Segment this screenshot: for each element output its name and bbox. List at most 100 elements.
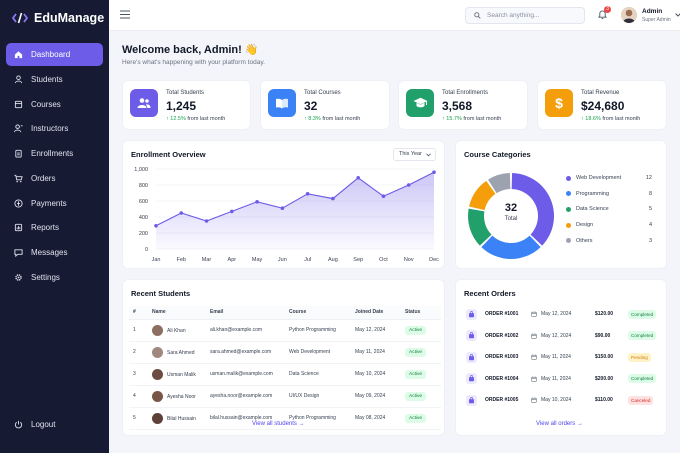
sidebar-item-label: Instructors [31,124,69,134]
student-name: Sara Ahmed [167,349,195,356]
legend-item: Others 3 [566,238,652,244]
avatar [152,324,163,336]
order-row[interactable]: ORDER #1004 May 11, 2024 $200.00 Completed [466,368,659,390]
order-status-badge: Pending [628,352,651,362]
data-point [331,196,335,201]
stat-change-value: ↑ 12.5% [166,116,186,122]
status-badge: Active [405,369,427,379]
table-row[interactable]: 3 Usman Malik usman.malik@example.com Data … [129,363,441,386]
sidebar-item-instructors[interactable]: Instructors [6,117,103,140]
search-input[interactable]: Search anything... [465,7,585,24]
brand[interactable]: EduManage [12,11,104,25]
data-point [406,183,411,187]
shopping-bag-icon [466,351,477,363]
student-email: usman.malik@example.com [206,363,285,386]
sidebar-item-enrollments[interactable]: Enrollments [6,142,103,165]
chat-icon [14,249,23,257]
student-course: Python Programming [285,407,351,430]
data-point [255,200,259,204]
sidebar-item-orders[interactable]: Orders [6,167,103,190]
chevron-down-icon[interactable] [675,13,680,17]
table-row[interactable]: 2 Sara Ahmed sara.ahmed@example.com Web Dev… [129,341,441,364]
page-title: Welcome back, Admin! 👋 [122,44,259,56]
student-name-cell: Ayesha Noor [148,385,206,408]
donut-slice [511,173,554,246]
legend-dot [566,238,571,244]
status-cell: Active [401,363,441,386]
hamburger-menu-icon[interactable] [120,10,130,19]
card-title: Recent Orders [464,289,516,298]
stat-card-students: Total Students 1,245 ↑ 12.5% from last m… [122,80,251,130]
legend-label: Others [576,237,593,244]
y-tick-label: 400 [139,215,148,221]
sidebar-item-settings[interactable]: Settings [6,266,103,289]
joined-date: May 12, 2024 [351,319,401,342]
logout-button[interactable]: Logout [14,420,55,429]
order-amount: $200.00 [595,375,614,382]
avatar [152,412,163,424]
joined-date: May 10, 2024 [351,363,401,386]
status-cell: Active [401,341,441,364]
period-select[interactable]: This Year [393,148,436,161]
column-header: Email [206,306,285,320]
sidebar-item-label: Settings [31,272,60,282]
data-point [305,192,310,196]
joined-date: May 09, 2024 [351,385,401,408]
sidebar-item-label: Enrollments [31,149,74,158]
legend-item: Design 4 [566,222,652,228]
stat-change-suffix: from last month [322,116,361,122]
sidebar-item-students[interactable]: Students [6,68,103,91]
row-number: 2 [129,341,148,364]
table-row[interactable]: 4 Ayesha Noor ayesha.noor@example.com UI/UX… [129,385,441,408]
order-row[interactable]: ORDER #1001 May 12, 2024 $120.00 Completed [466,303,659,325]
stat-value: $24,680 [581,99,625,113]
order-id: ORDER #1001 [485,311,519,317]
donut-total-value: 32 [504,202,518,214]
table-row[interactable]: 5 Bilal Hussain bilal.hussain@example.com P… [129,407,441,430]
sidebar-item-payments[interactable]: Payments [6,192,103,215]
gear-icon [15,274,22,281]
sidebar-item-reports[interactable]: Reports [6,216,103,239]
search-icon [474,12,481,19]
sidebar-item-messages[interactable]: Messages [6,241,103,264]
view-all-students-link[interactable]: View all students → [252,421,305,427]
legend-dot [566,191,571,197]
page-subtitle: Here's what's happening with your platfo… [122,59,265,66]
search-placeholder: Search anything... [487,12,540,19]
status-cell: Active [401,385,441,408]
shopping-bag-icon [466,308,477,320]
order-row[interactable]: ORDER #1003 May 11, 2024 $150.00 Pending [466,346,659,368]
area-fill [156,172,434,249]
stat-value: 1,245 [166,99,197,113]
order-row[interactable]: ORDER #1002 May 12, 2024 $90.00 Completed [466,325,659,347]
legend-label: Data Science [576,206,609,213]
student-email: sara.ahmed@example.com [206,341,285,364]
order-id: ORDER #1003 [485,354,519,361]
student-course: UI/UX Design [285,385,351,408]
order-status-badge: Completed [628,309,657,319]
data-point [432,170,436,174]
order-amount: $90.00 [595,332,611,339]
sidebar-item-courses[interactable]: Courses [6,93,103,116]
row-number: 5 [129,407,148,430]
legend-value: 8 [648,190,652,197]
order-id: ORDER #1002 [485,332,519,339]
x-tick-label: Jul [304,257,311,263]
sidebar-item-dashboard[interactable]: Dashboard [6,43,103,66]
order-row[interactable]: ORDER #1005 May 10, 2024 $110.00 Canceled [466,389,659,411]
table-header-row: # Name Email Course Joined Date Status [129,306,441,320]
open-book-icon [268,89,296,117]
enrollment-overview-card: Enrollment Overview This Year 0 200 400 600… [122,140,445,269]
view-all-orders-link[interactable]: View all orders → [536,421,583,427]
student-name-cell: Usman Malik [148,363,206,386]
report-icon [14,224,23,232]
y-tick-label: 200 [139,231,148,237]
data-point [356,176,360,180]
donut-total-label: Total [504,216,518,222]
data-point [179,211,184,215]
x-tick-label: Sep [353,257,363,263]
user-avatar[interactable] [621,7,637,23]
shopping-bag-icon [466,373,477,385]
order-status-badge: Completed [628,374,657,384]
table-row[interactable]: 1 Ali Khan ali.khan@example.com Python Prog… [129,319,441,342]
